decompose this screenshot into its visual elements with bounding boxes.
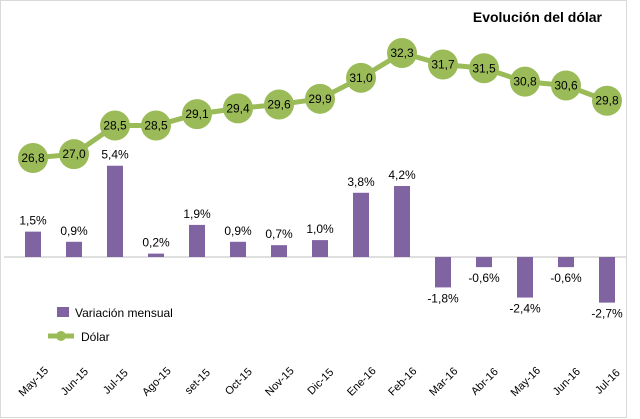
dollar-point <box>592 85 622 116</box>
bar-value-label: 1,9% <box>183 207 211 221</box>
chart-title: Evolución del dólar <box>473 9 603 25</box>
dollar-point <box>141 110 171 141</box>
bar-value-label: 0,9% <box>60 224 88 238</box>
bar-value-label: -0,6% <box>550 271 582 285</box>
dollar-point-label: 31,7 <box>431 57 455 71</box>
bar-ago-15 <box>148 253 164 257</box>
dollar-point-label: 29,9 <box>308 92 332 106</box>
dollar-point <box>428 49 458 80</box>
bar-may-16 <box>517 257 533 298</box>
dollar-point <box>510 66 540 97</box>
dollar-point <box>223 93 253 124</box>
dollar-point <box>551 70 581 101</box>
dollar-point <box>59 139 89 170</box>
bar-abr-16 <box>476 257 492 268</box>
dollar-point <box>305 83 335 114</box>
bar-mar-16 <box>435 257 451 288</box>
dollar-point-label: 32,3 <box>390 46 414 60</box>
bar-labels: 1,5% 0,9% 5,4% 0,2% 1,9% 0,9% 0,7% 1,0% 3,8% 4,2%… <box>19 148 623 321</box>
legend-label-variacion: Variación mensual <box>75 306 173 320</box>
dollar-point-label: 29,1 <box>185 107 209 121</box>
bar-jun-15 <box>66 241 82 257</box>
dollar-point-label: 28,5 <box>103 119 127 133</box>
bar-jul-16 <box>599 257 615 303</box>
legend: Variación mensual Dólar <box>48 306 173 344</box>
bar-feb-16 <box>394 186 410 257</box>
dollar-point-label: 29,6 <box>267 98 291 112</box>
dollar-point-label: 31,5 <box>472 61 496 75</box>
bar-value-label: 0,2% <box>142 236 170 250</box>
bar-value-label: -2,7% <box>591 307 623 321</box>
bar-may-15 <box>25 231 41 257</box>
dollar-point <box>264 89 294 120</box>
dollar-point <box>100 110 130 141</box>
dollar-point-label: 31,0 <box>349 71 373 85</box>
chart-frame <box>0 0 627 418</box>
dollar-point-label: 27,0 <box>62 147 86 161</box>
bar-value-label: 0,7% <box>265 227 293 241</box>
bar-value-label: 4,2% <box>388 168 416 182</box>
bar-value-label: -1,8% <box>427 291 459 305</box>
bar-jul-15 <box>107 165 123 257</box>
bar-value-label: 1,0% <box>306 222 334 236</box>
legend-swatch-variacion <box>57 307 69 317</box>
bar-series <box>25 165 615 303</box>
dollar-series-points: 26,8 27,0 28,5 28,5 29,1 29,4 29,6 29,9 31,0 32,3… <box>18 38 622 173</box>
bar-oct-15 <box>230 241 246 257</box>
bar-value-label: 1,5% <box>19 214 47 228</box>
dollar-point <box>387 38 417 68</box>
dollar-point-label: 29,4 <box>226 101 250 115</box>
bar-value-label: 5,4% <box>101 148 129 162</box>
dollar-point <box>346 62 376 93</box>
bar-ene-16 <box>353 192 369 257</box>
dollar-point <box>18 143 48 173</box>
bar-value-label: 0,9% <box>224 224 252 238</box>
bar-value-label: -0,6% <box>468 271 500 285</box>
dollar-point-label: 30,6 <box>554 78 578 92</box>
dollar-point <box>182 99 212 130</box>
dollar-point-label: 30,8 <box>513 75 537 89</box>
dollar-point-label: 28,5 <box>144 119 168 133</box>
dollar-point <box>469 53 499 84</box>
dollar-point-label: 26,8 <box>21 151 45 165</box>
bar-value-label: -2,4% <box>509 302 541 316</box>
bar-set-15 <box>189 224 205 257</box>
dollar-point-label: 29,8 <box>595 94 619 108</box>
bar-jun-16 <box>558 257 574 268</box>
bar-dic-15 <box>312 240 328 257</box>
legend-swatch-dolar-marker <box>56 331 66 341</box>
bar-nov-15 <box>271 245 287 257</box>
legend-label-dolar: Dólar <box>81 330 110 344</box>
bar-value-label: 3,8% <box>347 175 375 189</box>
